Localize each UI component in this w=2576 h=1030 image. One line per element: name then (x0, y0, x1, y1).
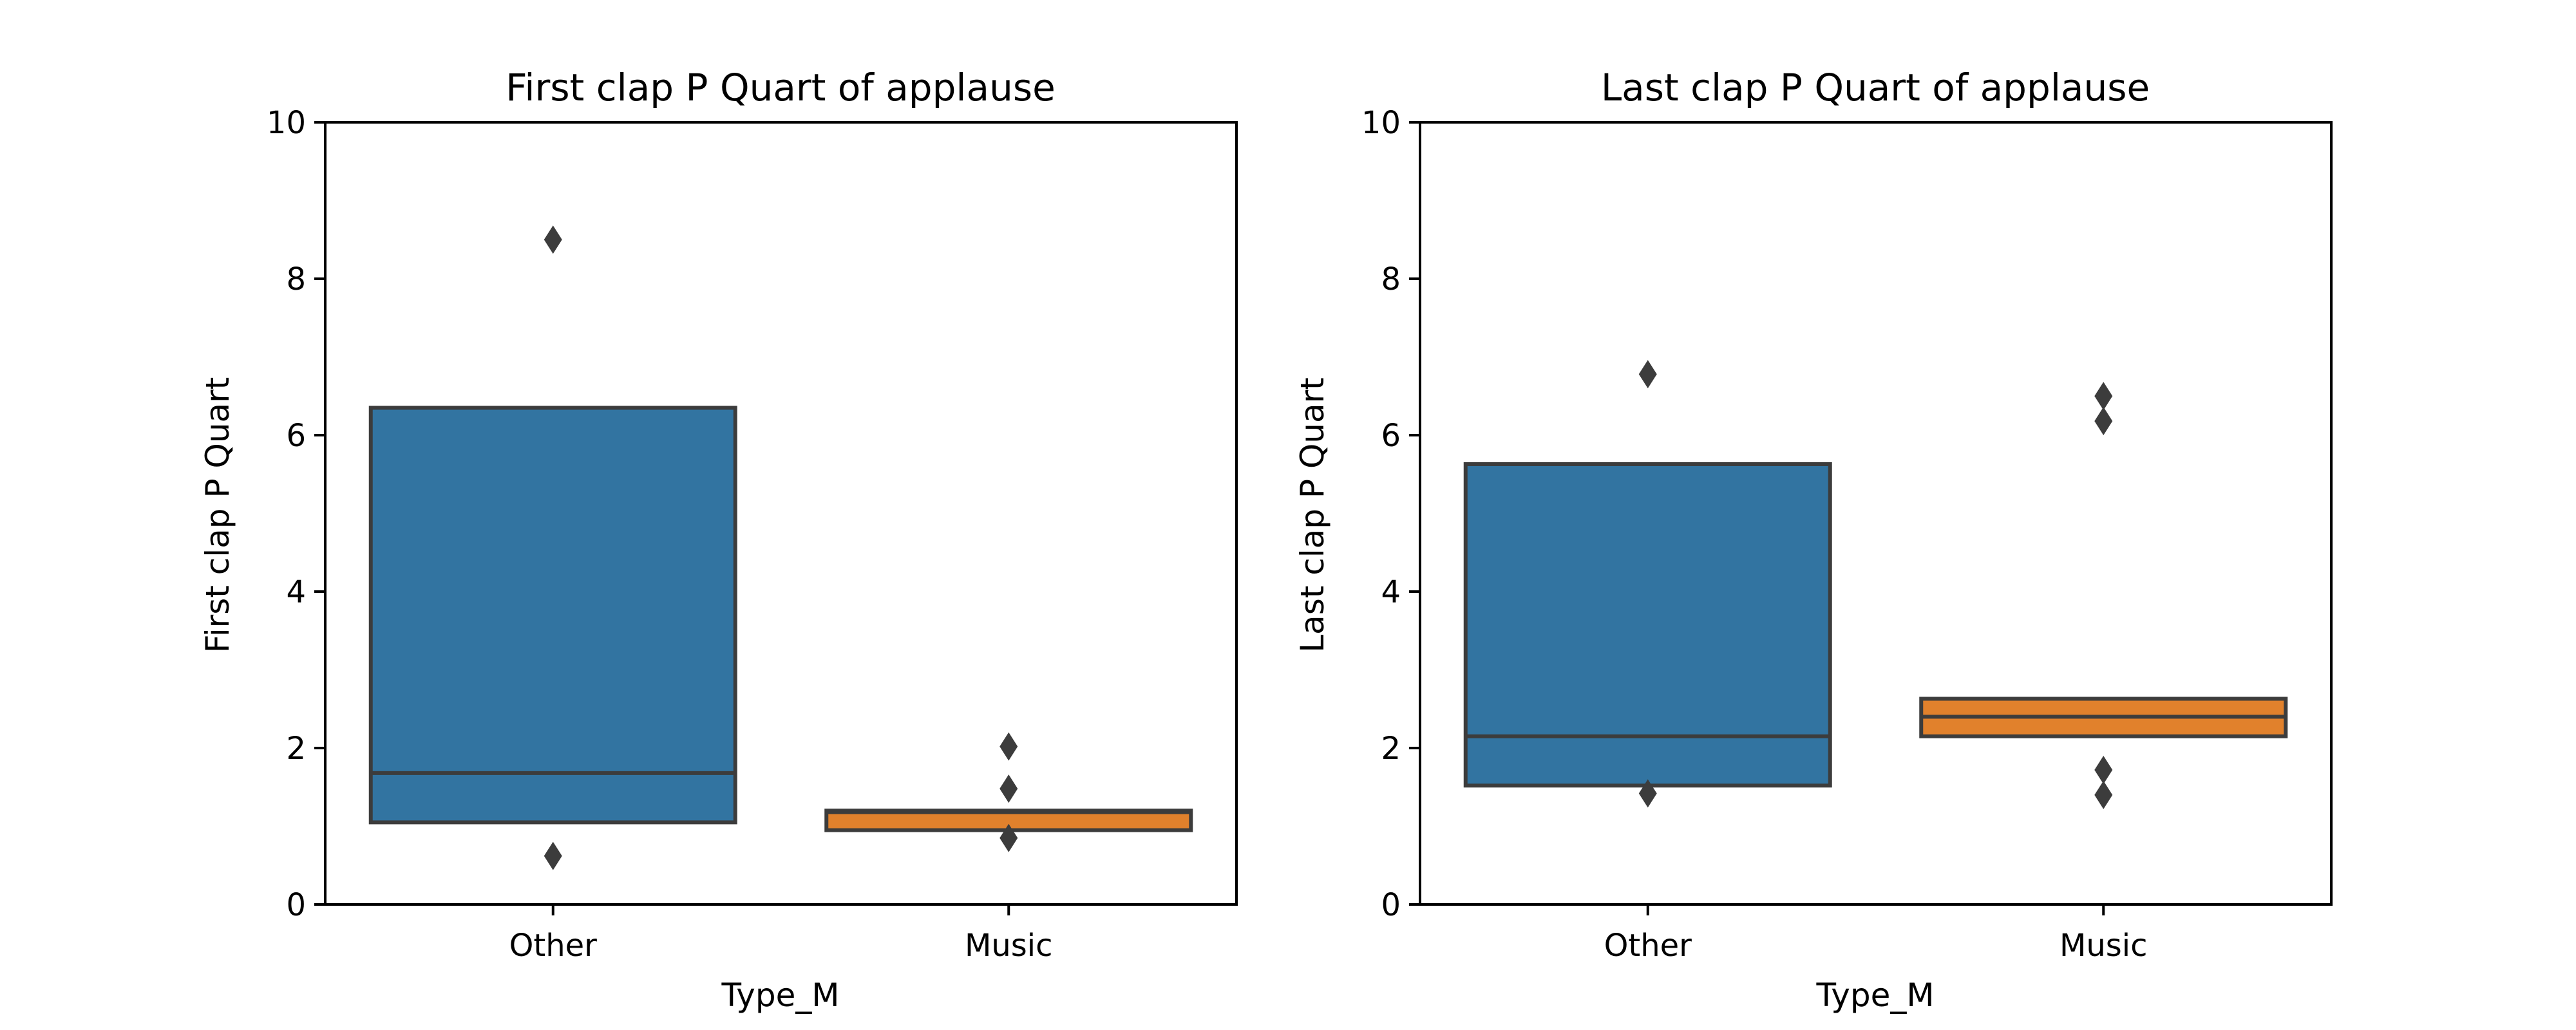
outlier-point (999, 823, 1018, 852)
y-tick-label: 10 (267, 105, 306, 141)
outlier-point (999, 732, 1018, 761)
x-tick-label: Other (509, 928, 598, 964)
outlier-point (2094, 382, 2113, 411)
outlier-point (1638, 779, 1657, 808)
plot-area: 0 2 4 6 8 10 Other Music (1361, 105, 2333, 964)
y-tick-label: 8 (1381, 261, 1401, 297)
y-axis-label: First clap P Quart (199, 377, 236, 653)
outlier-point (2094, 780, 2113, 809)
y-tick-label: 6 (1381, 418, 1401, 454)
y-tick-label: 0 (1381, 887, 1401, 923)
outlier-point (2094, 407, 2113, 436)
x-axis-label: Type_M (721, 977, 840, 1014)
outlier-point (999, 774, 1018, 803)
outlier-point (1638, 360, 1657, 389)
y-tick-label: 0 (286, 887, 306, 923)
outlier-point (2094, 756, 2113, 785)
y-tick-label: 4 (1381, 574, 1401, 610)
chart-last-clap: Last clap P Quart of applause Last clap … (1294, 66, 2333, 1014)
chart-first-clap: First clap P Quart of applause First cla… (199, 66, 1238, 1014)
outlier-point (544, 841, 562, 870)
y-tick-label: 2 (286, 731, 306, 767)
y-tick-label: 2 (1381, 731, 1401, 767)
chart-title: First clap P Quart of applause (506, 66, 1056, 109)
x-tick-label: Music (965, 928, 1053, 964)
box-other (368, 406, 737, 825)
x-axis-label: Type_M (1816, 977, 1935, 1014)
y-tick-label: 10 (1361, 105, 1401, 141)
outlier-point (544, 225, 562, 254)
x-tick-label: Other (1604, 928, 1692, 964)
y-tick-label: 8 (286, 261, 306, 297)
y-tick-label: 4 (286, 574, 306, 610)
plot-area: 0 2 4 6 8 10 Other Music (267, 105, 1238, 964)
y-tick-label: 6 (286, 418, 306, 454)
chart-title: Last clap P Quart of applause (1601, 66, 2150, 109)
y-axis-label: Last clap P Quart (1294, 377, 1331, 653)
axes-frame (324, 121, 1238, 906)
axes-frame (1419, 121, 2333, 906)
x-tick-label: Music (2060, 928, 2148, 964)
